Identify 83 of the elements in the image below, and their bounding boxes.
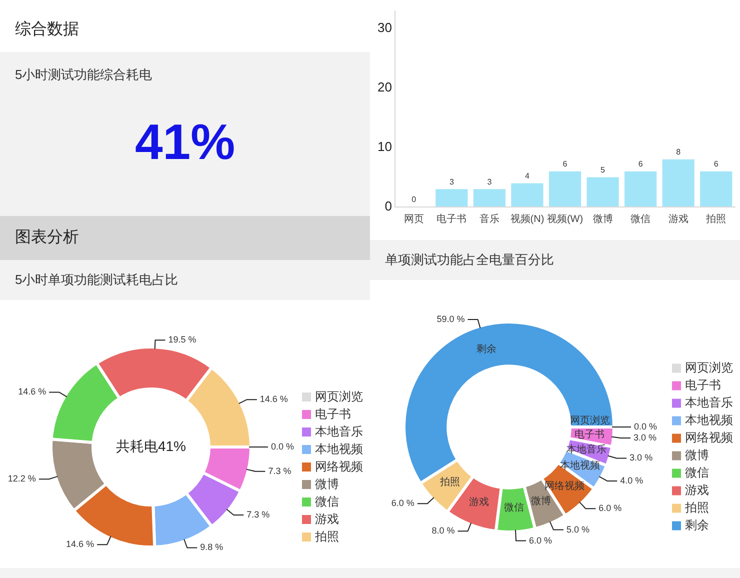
bar (700, 171, 732, 206)
legend-label: 电子书 (685, 378, 721, 392)
y-tick-label: 10 (378, 139, 392, 154)
legend-label: 网络视频 (685, 430, 733, 445)
legend-label: 网页浏览 (315, 389, 363, 404)
data-label: 5.0 % (566, 524, 590, 534)
y-tick-label: 30 (378, 20, 392, 36)
data-label: 6 (562, 160, 568, 169)
data-label: 14.6 % (66, 539, 94, 550)
x-tick-label: 视频(N) (510, 212, 544, 225)
data-label: 5 (600, 165, 606, 174)
legend-label: 微信 (315, 494, 339, 508)
data-label: 19.5 % (168, 334, 196, 345)
slice-label: 本地视频 (560, 460, 600, 472)
legend-label: 网页浏览 (685, 360, 733, 375)
data-label: 8 (676, 148, 682, 157)
text: 41% (134, 114, 236, 170)
bar (473, 189, 506, 206)
data-label: 3 (449, 177, 454, 186)
bar (624, 171, 657, 206)
data-label: 12.2 % (8, 474, 36, 484)
slice-label: 微博 (531, 495, 552, 508)
chart-title: 图表分析 (0, 216, 370, 260)
legend-label: 电子书 (315, 406, 351, 421)
bar (548, 171, 582, 206)
legend-label: 游戏 (685, 483, 709, 498)
x-tick-label: 电子书 (436, 212, 467, 225)
x-tick-label: 视频(W) (546, 212, 584, 225)
y-tick-label: 20 (378, 80, 392, 95)
x-tick-label: 网页 (404, 214, 424, 225)
data-label: 4 (524, 171, 530, 180)
legend-label: 拍照 (314, 529, 339, 544)
data-label: 8.0 % (432, 526, 455, 536)
x-tick-label: 拍照 (705, 212, 726, 225)
chart-title: 单项测试功能占全电量百分比 (370, 240, 740, 280)
legend-label: 拍照 (684, 500, 709, 515)
bar (586, 177, 619, 206)
slice-label: 剩余 (476, 343, 496, 356)
data-label: 14.6 % (18, 386, 46, 397)
x-tick-label: 微信 (630, 212, 651, 225)
slice-label: 本地音乐 (566, 443, 607, 456)
data-label: 9.8 % (200, 542, 224, 552)
text: 0.0 % (634, 421, 658, 432)
bar (436, 189, 468, 206)
data-label: 0 (412, 195, 417, 204)
legend-label: 网络视频 (315, 459, 363, 474)
data-label: 6.0 % (598, 503, 622, 514)
x-tick-label: 微博 (592, 212, 613, 225)
slice-label: 游戏 (469, 496, 490, 508)
text: 共耗电41% (116, 438, 186, 454)
data-label: 6.0 % (529, 535, 552, 546)
legend-label: 剩余 (685, 518, 709, 532)
slice-label: 拍照 (438, 476, 460, 488)
chart-subtitle: 5小时单项功能测试耗电占比 (0, 260, 370, 300)
data-label: 14.6 % (260, 394, 288, 404)
text: 5小时测试功能综合耗电 (15, 67, 152, 83)
slice-label: 电子书 (574, 428, 605, 440)
slice-label: 微信 (504, 502, 524, 514)
bar (511, 183, 544, 206)
data-label: 7.3 % (268, 466, 292, 476)
data-label: 59.0 % (436, 314, 465, 324)
data-label: 3.0 % (630, 452, 653, 463)
data-label: 6 (714, 160, 719, 169)
legend-label: 游戏 (315, 512, 339, 526)
legend-label: 微博 (315, 476, 339, 491)
data-label: 4.0 % (620, 475, 644, 486)
data-label: 6 (638, 160, 644, 169)
legend-label: 微信 (685, 466, 709, 480)
data-label: 3 (487, 177, 492, 186)
legend-label: 微博 (685, 448, 709, 462)
legend-label: 本地音乐 (315, 424, 363, 438)
data-label: 6.0 % (391, 498, 414, 508)
text: 0.0 % (271, 441, 294, 452)
x-tick-label: 音乐 (479, 212, 500, 225)
x-tick-label: 游戏 (668, 212, 688, 225)
legend-label: 本地视频 (685, 413, 733, 428)
data-label: 7.3 % (246, 509, 270, 520)
y-tick-label: 0 (384, 198, 392, 214)
data-label: 3.0 % (634, 432, 657, 442)
text: 综合数据 (14, 20, 80, 40)
bar (662, 159, 694, 206)
legend-label: 本地音乐 (685, 396, 733, 410)
legend-label: 本地视频 (315, 442, 363, 456)
